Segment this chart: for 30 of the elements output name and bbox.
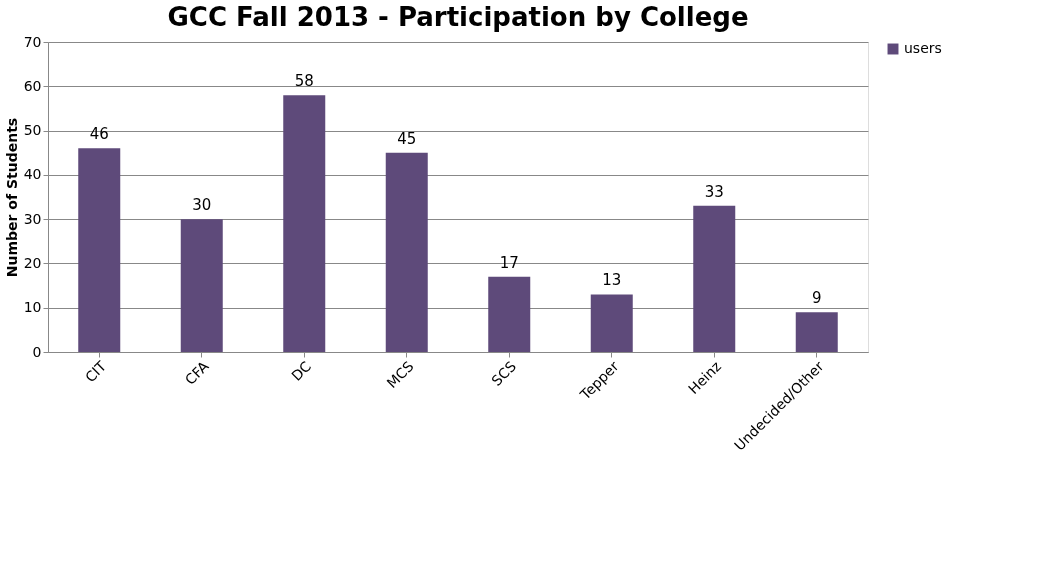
bar — [283, 95, 326, 352]
data-label: 9 — [811, 289, 822, 308]
data-label: 30 — [192, 196, 212, 215]
y-tick-label: 20 — [23, 254, 42, 271]
bar — [385, 152, 428, 352]
legend-label: users — [904, 40, 942, 56]
data-label: 46 — [89, 125, 109, 144]
y-tick-label: 0 — [32, 343, 42, 360]
x-tick-label: CIT — [81, 357, 110, 386]
data-label: 13 — [602, 271, 622, 290]
data-label: 45 — [397, 129, 417, 148]
data-label: 17 — [499, 253, 519, 272]
y-tick-label: 50 — [23, 122, 42, 139]
bar — [795, 312, 838, 352]
bar — [693, 205, 736, 352]
y-tick-label: 40 — [23, 166, 42, 183]
y-tick-label: 10 — [23, 299, 42, 316]
data-label: 33 — [704, 182, 724, 201]
x-tick-label: CFA — [181, 357, 212, 388]
y-axis-title: Number of Students — [3, 117, 20, 278]
y-tick-label: 30 — [23, 210, 42, 227]
y-tick-label: 60 — [23, 77, 42, 94]
bar — [78, 148, 121, 352]
bar — [590, 294, 633, 352]
data-label: 58 — [294, 72, 314, 91]
x-tick-label: DC — [288, 357, 315, 384]
bar — [180, 219, 223, 352]
chart-title: GCC Fall 2013 - Participation by College — [167, 2, 749, 32]
y-tick-label: 70 — [23, 33, 42, 50]
bar — [488, 276, 531, 352]
